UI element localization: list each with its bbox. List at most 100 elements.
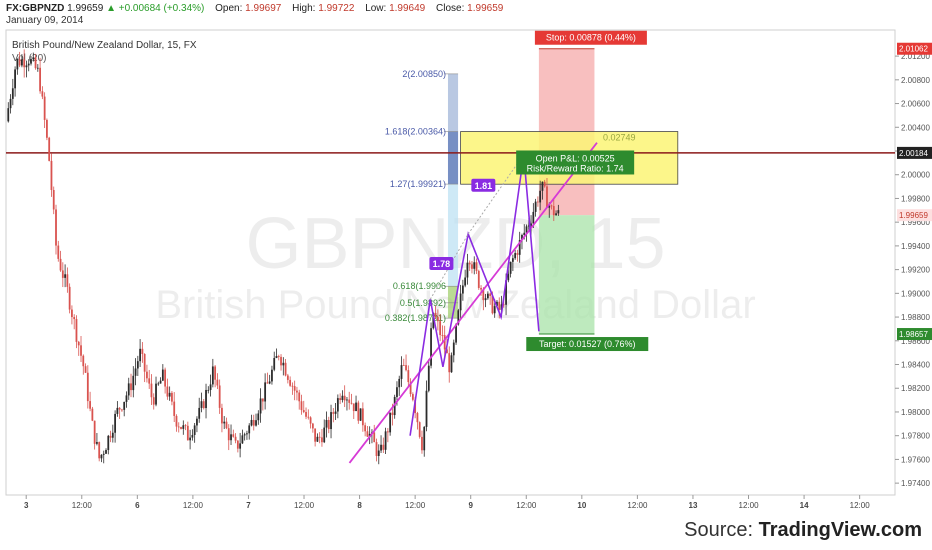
candle-body xyxy=(75,319,78,342)
candle-body xyxy=(177,426,180,428)
candle-body xyxy=(271,369,273,382)
trendline-label: 0.02749 xyxy=(603,133,636,143)
candle-body xyxy=(118,407,121,410)
candle-body xyxy=(182,425,185,429)
candle-body xyxy=(455,324,457,343)
candle-body xyxy=(216,379,219,386)
candle-body xyxy=(443,335,446,350)
x-tick-label: 12:00 xyxy=(850,501,871,510)
candle-body xyxy=(516,253,519,255)
y-tick-label: 1.98200 xyxy=(901,384,930,393)
candle-body xyxy=(243,434,246,436)
candle-body xyxy=(366,431,369,437)
high-label: High: xyxy=(292,3,316,14)
candle-body xyxy=(100,454,103,459)
source-brand: TradingView.com xyxy=(758,519,922,541)
candle-body xyxy=(246,433,248,435)
candle-body xyxy=(373,432,376,443)
candle-body xyxy=(157,383,160,385)
candle-body xyxy=(343,395,346,401)
candle-body xyxy=(127,383,130,396)
candle-body xyxy=(207,389,210,391)
candle-body xyxy=(16,59,19,70)
candle-body xyxy=(73,317,76,320)
x-tick-label: 8 xyxy=(357,501,362,510)
target-price-tag-bg xyxy=(897,328,932,341)
candle-body xyxy=(316,436,319,442)
candle-body xyxy=(282,362,285,366)
x-tick-label: 7 xyxy=(246,501,251,510)
open-label: Open: xyxy=(215,3,243,14)
candle-body xyxy=(189,437,192,441)
candle-body xyxy=(164,369,167,387)
candle-body xyxy=(161,369,164,381)
candle-body xyxy=(425,390,428,427)
candle-body xyxy=(409,382,412,395)
candle-body xyxy=(66,274,69,287)
candle-body xyxy=(557,210,560,214)
candle-body xyxy=(486,293,489,299)
y-tick-label: 1.97600 xyxy=(901,455,930,464)
candle-body xyxy=(391,412,394,416)
y-tick-label: 1.97400 xyxy=(901,479,930,488)
candle-body xyxy=(541,181,544,191)
fib-level-label: 0.382(1.98791) xyxy=(385,313,446,323)
candle-body xyxy=(552,206,555,216)
candle-body xyxy=(27,63,30,66)
candle-body xyxy=(441,335,444,336)
horizontal-price-tag-bg xyxy=(897,146,932,159)
candle-body xyxy=(32,57,35,60)
candle-body xyxy=(50,160,53,191)
chart-date: January 09, 2014 xyxy=(6,15,84,26)
candle-body xyxy=(464,277,467,286)
chart-header: FX:GBPNZD 1.99659 ▲ +0.00684 (+0.34%) Op… xyxy=(6,3,503,14)
candle-body xyxy=(148,378,151,384)
candle-body xyxy=(421,436,423,451)
candle-body xyxy=(280,356,282,366)
candle-body xyxy=(384,431,387,450)
candle-body xyxy=(459,293,462,311)
candle-body xyxy=(293,386,296,391)
candle-body xyxy=(502,304,505,306)
candle-body xyxy=(64,274,66,278)
candle-body xyxy=(125,395,128,402)
candle-body xyxy=(264,382,267,402)
candle-body xyxy=(380,444,382,451)
candle-body xyxy=(11,88,14,99)
x-tick-label: 6 xyxy=(135,501,140,510)
candle-body xyxy=(439,321,442,336)
target-label: Target: 0.01527 (0.76%) xyxy=(539,339,636,349)
candle-body xyxy=(141,348,144,355)
candle-body xyxy=(205,389,207,409)
candle-body xyxy=(89,401,92,409)
candle-body xyxy=(200,401,203,408)
candle-body xyxy=(352,403,355,412)
candle-body xyxy=(34,57,37,69)
candle-body xyxy=(341,395,344,401)
symbol-label[interactable]: FX:GBPNZD xyxy=(6,3,65,14)
candle-body xyxy=(232,434,235,437)
candle-body xyxy=(48,137,51,161)
candle-body xyxy=(146,371,148,379)
candle-body xyxy=(550,205,553,207)
candle-body xyxy=(532,211,535,224)
candle-body xyxy=(475,262,478,271)
candle-body xyxy=(466,262,469,278)
candle-body xyxy=(480,287,482,290)
candle-body xyxy=(321,437,323,443)
target-price-tag: 1.98657 xyxy=(899,330,928,339)
candle-body xyxy=(291,385,294,387)
candle-body xyxy=(446,349,448,354)
y-tick-label: 1.99400 xyxy=(901,242,930,251)
candle-body xyxy=(336,398,339,412)
fib-mid-zone xyxy=(447,184,459,287)
candle-body xyxy=(18,59,21,66)
candle-body xyxy=(102,453,105,455)
candle-body xyxy=(525,226,528,233)
candle-body xyxy=(82,355,85,367)
y-tick-label: 1.98800 xyxy=(901,313,930,322)
candle-body xyxy=(234,436,237,441)
candle-body xyxy=(452,342,455,356)
stop-price-tag: 2.01062 xyxy=(899,45,928,54)
